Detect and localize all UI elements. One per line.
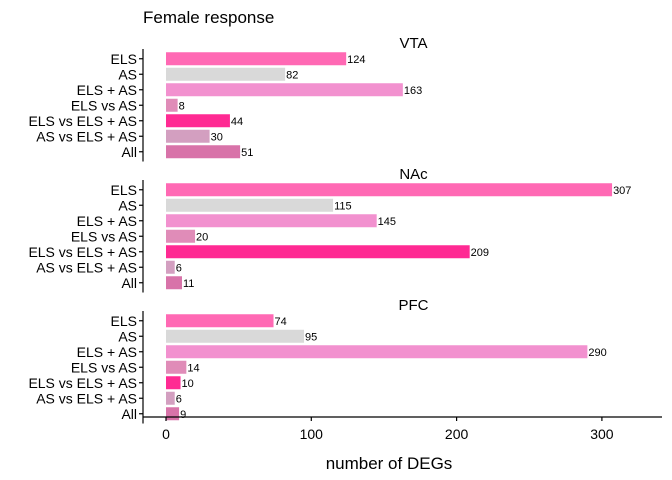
bar-vta-all <box>166 145 241 159</box>
value-label-vta-as: 82 <box>286 69 298 81</box>
bar-pfc-els-plus-as <box>166 345 588 359</box>
bar-nac-els-vs-as <box>166 229 196 243</box>
bar-nac-els <box>166 183 613 197</box>
bar-nac-all <box>166 276 182 290</box>
category-label-all: All <box>121 406 137 422</box>
bar-pfc-els-vs-els-plus-as <box>166 376 181 390</box>
category-label-els: ELS <box>111 313 137 329</box>
value-label-vta-els-plus-as: 163 <box>404 85 422 97</box>
category-label-all: All <box>121 275 137 291</box>
category-label-els-plus-as: ELS + AS <box>77 213 137 229</box>
category-label-els: ELS <box>111 182 137 198</box>
bar-pfc-as <box>166 329 305 343</box>
value-label-pfc-els-vs-els-plus-as: 10 <box>182 378 194 390</box>
panel-label-vta: VTA <box>399 35 427 52</box>
category-label-els-vs-as: ELS vs AS <box>71 228 137 244</box>
bar-pfc-all <box>166 407 180 421</box>
category-label-els-plus-as: ELS + AS <box>77 82 137 98</box>
value-label-nac-els-vs-as: 20 <box>196 231 208 243</box>
x-tick-label: 300 <box>590 426 614 442</box>
bar-vta-as-vs-els-plus-as <box>166 129 210 143</box>
category-label-els-vs-as: ELS vs AS <box>71 97 137 113</box>
value-label-pfc-els: 74 <box>275 316 287 328</box>
category-label-as: AS <box>118 328 137 344</box>
bar-vta-as <box>166 67 286 81</box>
bar-nac-as-vs-els-plus-as <box>166 260 175 274</box>
panel-vta: VTA ELS 124 AS 82 ELS + AS 163 ELS vs AS 8 ELS vs… <box>28 35 428 162</box>
category-label-els-vs-els-plus-as: ELS vs ELS + AS <box>28 113 137 129</box>
category-label-as-vs-els-plus-as: AS vs ELS + AS <box>36 128 137 144</box>
bar-pfc-els-vs-as <box>166 360 187 374</box>
value-label-vta-els-vs-els-plus-as: 44 <box>231 116 243 128</box>
category-label-all: All <box>121 144 137 160</box>
value-label-vta-els-vs-as: 8 <box>179 100 185 112</box>
category-label-as-vs-els-plus-as: AS vs ELS + AS <box>36 259 137 275</box>
value-label-nac-els-vs-els-plus-as: 209 <box>471 247 489 259</box>
panel-label-pfc: PFC <box>399 297 429 314</box>
category-label-as-vs-els-plus-as: AS vs ELS + AS <box>36 390 137 406</box>
value-label-pfc-as-vs-els-plus-as: 6 <box>176 393 182 405</box>
bar-nac-as <box>166 198 334 212</box>
bar-pfc-els <box>166 314 274 328</box>
value-label-nac-as: 115 <box>334 200 352 212</box>
value-label-pfc-all: 9 <box>180 409 186 421</box>
category-label-as: AS <box>118 197 137 213</box>
chart-panels: VTA ELS 124 AS 82 ELS + AS 163 ELS vs AS 8 ELS vs… <box>28 35 631 424</box>
category-label-els-vs-els-plus-as: ELS vs ELS + AS <box>28 244 137 260</box>
x-tick-label: 100 <box>300 426 324 442</box>
value-label-nac-as-vs-els-plus-as: 6 <box>176 262 182 274</box>
value-label-vta-all: 51 <box>241 147 253 159</box>
x-tick-label: 0 <box>162 426 170 442</box>
chart-title: Female response <box>143 8 274 27</box>
value-label-pfc-els-plus-as: 290 <box>588 347 606 359</box>
bar-vta-els <box>166 52 347 66</box>
panel-nac: NAc ELS 307 AS 115 ELS + AS 145 ELS vs AS 20 ELS … <box>28 166 631 293</box>
bar-pfc-as-vs-els-plus-as <box>166 391 175 405</box>
x-axis-label: number of DEGs <box>326 454 453 473</box>
category-label-els-plus-as: ELS + AS <box>77 344 137 360</box>
bar-vta-els-plus-as <box>166 83 403 97</box>
value-label-vta-els: 124 <box>347 54 365 66</box>
panel-label-nac: NAc <box>399 166 428 183</box>
x-tick-label: 200 <box>445 426 469 442</box>
bar-nac-els-vs-els-plus-as <box>166 245 470 259</box>
value-label-pfc-as: 95 <box>305 331 317 343</box>
x-axis: 0 100 200 300 <box>143 416 662 442</box>
bar-vta-els-vs-els-plus-as <box>166 114 230 128</box>
value-label-pfc-els-vs-as: 14 <box>187 362 199 374</box>
category-label-as: AS <box>118 66 137 82</box>
value-label-vta-as-vs-els-plus-as: 30 <box>211 131 223 143</box>
category-label-els-vs-as: ELS vs AS <box>71 359 137 375</box>
value-label-nac-els-plus-as: 145 <box>378 216 396 228</box>
value-label-nac-all: 11 <box>183 278 194 290</box>
category-label-els: ELS <box>111 51 137 67</box>
category-label-els-vs-els-plus-as: ELS vs ELS + AS <box>28 375 137 391</box>
value-label-nac-els: 307 <box>613 185 631 197</box>
panel-pfc: PFC ELS 74 AS 95 ELS + AS 290 ELS vs AS 14 ELS vs… <box>28 297 607 424</box>
bar-nac-els-plus-as <box>166 214 377 228</box>
bar-vta-els-vs-as <box>166 98 178 112</box>
